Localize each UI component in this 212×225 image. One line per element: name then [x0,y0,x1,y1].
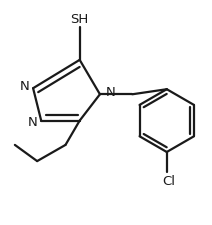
Text: N: N [106,86,116,99]
Text: Cl: Cl [162,175,175,188]
Text: N: N [27,116,37,129]
Text: SH: SH [71,14,89,26]
Text: N: N [19,80,29,93]
